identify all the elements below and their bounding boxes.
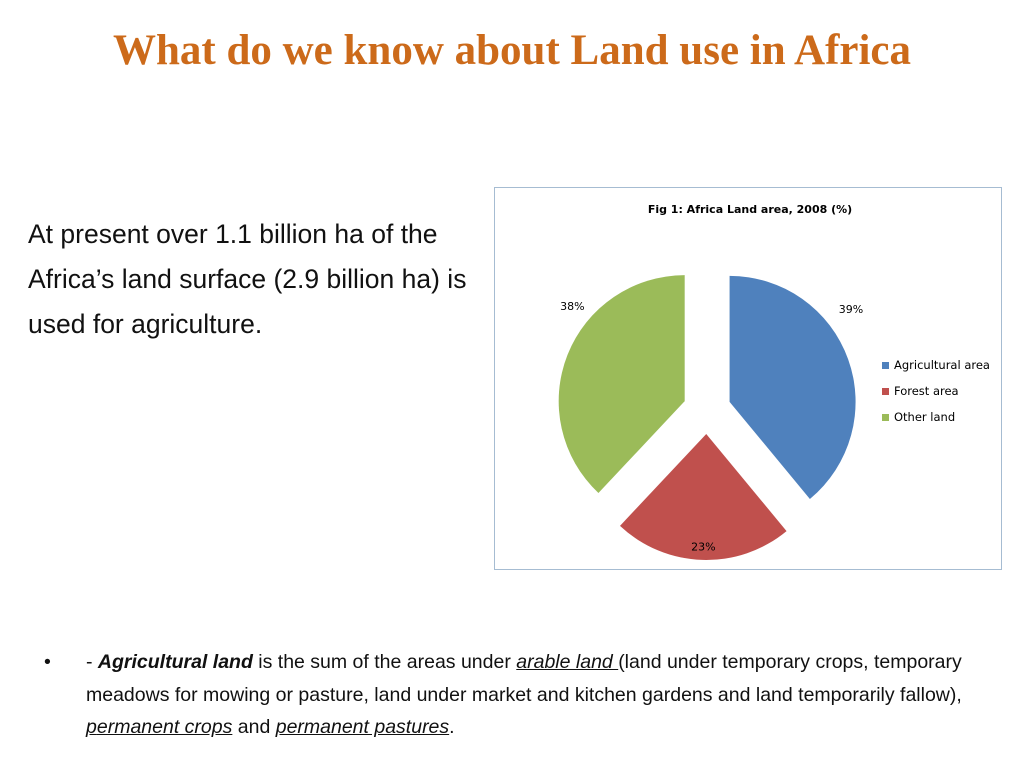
chart-legend: Agricultural area Forest area Other land: [882, 358, 990, 424]
pie-chart: Fig 1: Africa Land area, 2008 (%) 39% 23%…: [558, 203, 990, 560]
bullet-text: - Agricultural land is the sum of the ar…: [86, 646, 990, 744]
pie-slice-other-land: [558, 275, 685, 494]
definition-bullet: • - Agricultural land is the sum of the …: [40, 646, 990, 744]
chart-title: Fig 1: Africa Land area, 2008 (%): [648, 203, 852, 216]
intro-text: At present over 1.1 billion ha of the Af…: [28, 219, 467, 339]
bullet-text-part3: and: [232, 716, 276, 738]
link-arable-land[interactable]: arable land: [516, 651, 619, 673]
pie-slice-forest-area: [619, 433, 787, 560]
pie-slices: 39% 23% 38%: [558, 275, 863, 560]
slice-label-other-land: 38%: [560, 300, 584, 313]
term-agricultural-land: Agricultural land: [97, 651, 253, 673]
link-permanent-crops-prefix[interactable]: p: [86, 716, 97, 738]
pie-chart-frame: Fig 1: Africa Land area, 2008 (%) 39% 23%…: [494, 187, 1002, 570]
pie-slice-agricultural-area: [729, 275, 856, 499]
bullet-text-part1: is the sum of the areas under: [252, 651, 517, 673]
legend-label-agricultural-area: Agricultural area: [894, 358, 990, 372]
legend-label-forest-area: Forest area: [894, 384, 959, 398]
slide-title: What do we know about Land use in Africa: [112, 27, 912, 74]
bullet-marker: •: [44, 651, 51, 673]
bullet-text-part4: .: [449, 716, 455, 738]
bullet-text-part2: (land under temporary crops, temporary m…: [86, 651, 962, 706]
slice-label-forest-area: 23%: [691, 541, 715, 554]
link-permanent-pastures[interactable]: permanent pastures: [275, 716, 450, 738]
legend-swatch-agricultural-area: [882, 362, 889, 369]
legend-label-other-land: Other land: [894, 410, 955, 424]
slice-label-agricultural-area: 39%: [839, 303, 863, 316]
link-permanent-crops[interactable]: ermanent crops: [96, 716, 233, 738]
legend-swatch-forest-area: [882, 388, 889, 395]
legend-swatch-other-land: [882, 414, 889, 421]
bullet-dash: -: [86, 651, 98, 673]
